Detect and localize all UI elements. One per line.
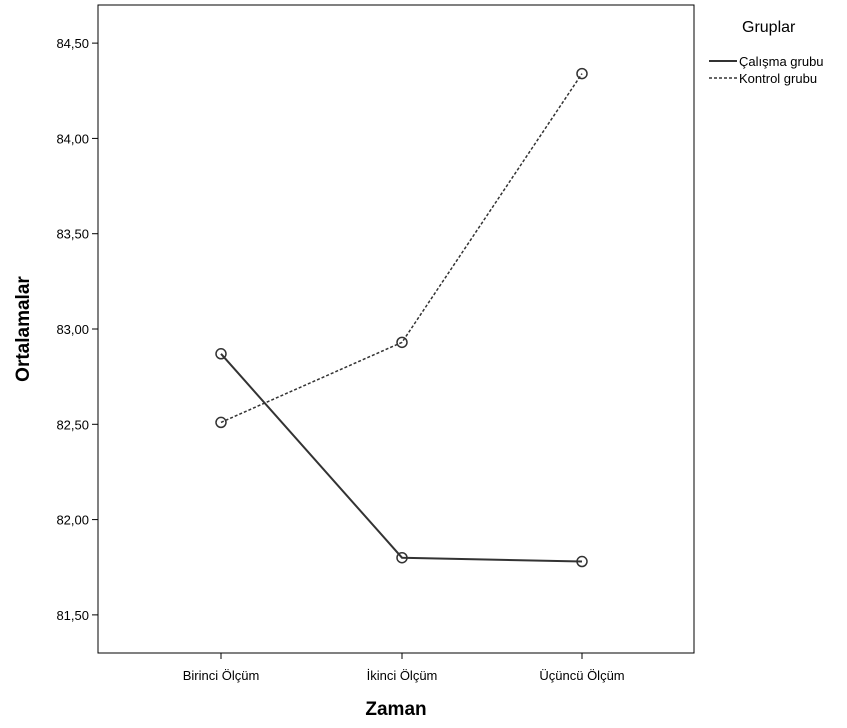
data-point-series-2 — [396, 336, 408, 349]
y-tick-label: 83,00 — [56, 322, 89, 337]
x-tick-label: İkinci Ölçüm — [367, 668, 438, 683]
x-axis-title: Zaman — [365, 699, 426, 720]
x-tick-label: Birinci Ölçüm — [183, 668, 260, 683]
data-point-series-1 — [215, 348, 227, 360]
data-point-series-1 — [576, 555, 588, 568]
legend-label-series-2: Kontrol grubu — [739, 71, 817, 86]
y-tick-label: 83,50 — [56, 227, 89, 242]
y-tick-label: 84,50 — [56, 36, 89, 51]
plot-area — [97, 4, 695, 654]
y-tick-label: 84,00 — [56, 131, 89, 146]
y-axis-title: Ortalamalar — [13, 276, 34, 382]
series-line-1 — [220, 353, 583, 563]
series-line-2 — [220, 73, 583, 424]
legend: Gruplar Çalışma grubu Kontrol grubu — [709, 19, 824, 86]
data-point-series-1 — [396, 551, 408, 564]
legend-label-series-1: Çalışma grubu — [739, 54, 824, 69]
legend-title: Gruplar — [742, 19, 796, 36]
x-tick-label: Üçüncü Ölçüm — [539, 668, 624, 683]
y-tick-label: 82,00 — [56, 513, 89, 528]
data-point-series-2 — [215, 416, 227, 429]
series-layer — [215, 67, 588, 568]
y-tick-label: 82,50 — [56, 417, 89, 432]
y-tick-label: 81,50 — [56, 608, 89, 623]
x-axis: Birinci Ölçüm İkinci Ölçüm Üçüncü Ölçüm — [183, 653, 625, 683]
y-axis: 81,50 82,00 82,50 83,00 83,50 84,00 84,50 — [56, 36, 98, 623]
data-point-series-2 — [576, 67, 588, 80]
